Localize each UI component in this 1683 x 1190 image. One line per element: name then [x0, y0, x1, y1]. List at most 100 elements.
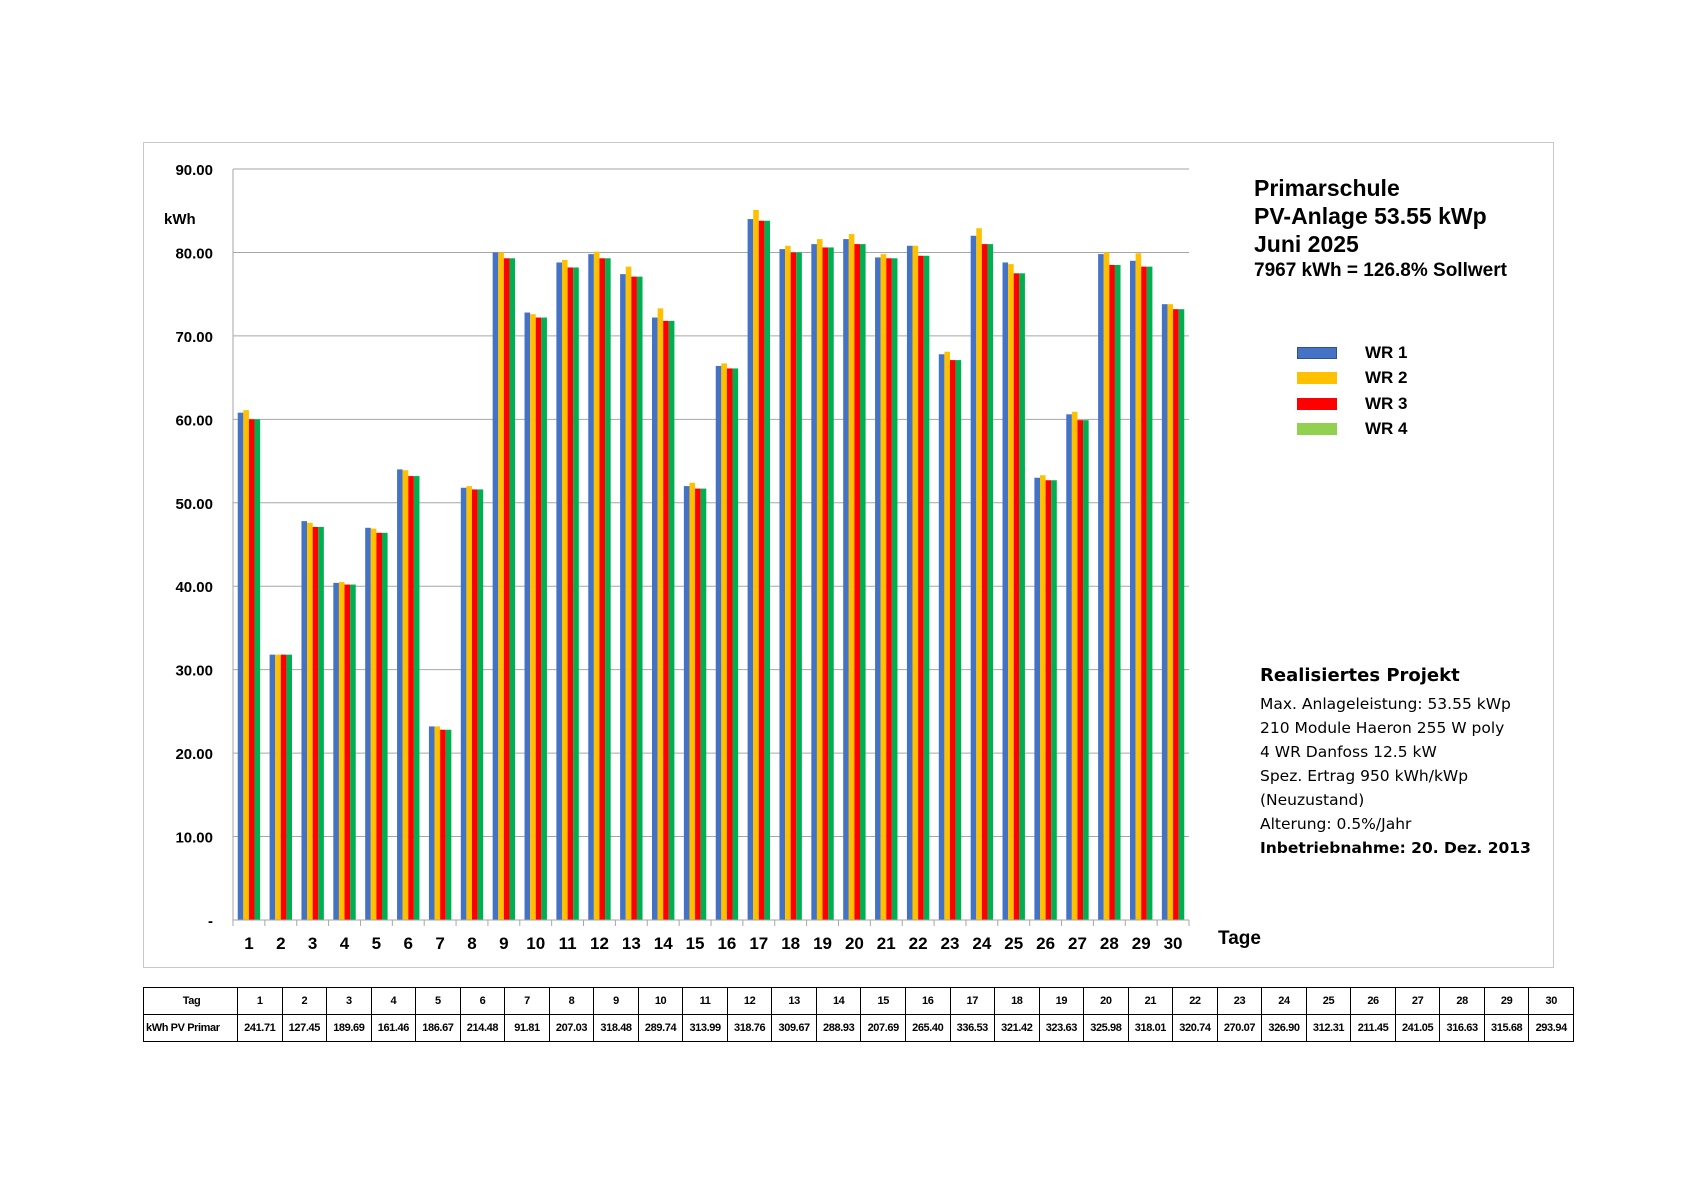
table-cell-day: 21 [1127, 987, 1174, 1015]
table-cell-day: 12 [726, 987, 773, 1015]
table-cell-day: 13 [771, 987, 817, 1015]
table-row-days: Tag 1 2 3 4 5 6 7 8 9 10 11 12 13 14 15 16 17 18 19 20 21 22 2… [143, 987, 1574, 1015]
bar-wr2-day-2 [275, 654, 281, 920]
table-cell-kwh: 270.07 [1216, 1014, 1263, 1042]
bar-wr2-day-11 [562, 259, 568, 920]
y-tick-label: 70.00 [175, 329, 213, 346]
bar-wr2-day-17 [753, 209, 759, 920]
bar-wr2-day-19 [816, 239, 823, 920]
table-cell-kwh: 326.90 [1261, 1014, 1307, 1042]
bar-wr4-day-14 [668, 320, 675, 920]
bar-wr1-day-8 [460, 487, 467, 920]
legend-swatch-wr2 [1297, 372, 1337, 385]
project-line-condition: (Neuzustand) [1260, 791, 1365, 809]
bar-wr2-day-9 [498, 252, 504, 920]
table-cell-kwh: 241.71 [237, 1014, 283, 1042]
chart-title-block: Primarschule PV-Anlage 53.55 kWp Juni 20… [1254, 174, 1507, 284]
bar-wr1-day-27 [1066, 414, 1072, 920]
x-tick-label: 16 [717, 934, 736, 953]
bar-wr4-day-25 [1019, 273, 1025, 920]
project-line-commissioning: Inbetriebnahme: 20. Dez. 2013 [1260, 839, 1531, 857]
project-line-inverters: 4 WR Danfoss 12.5 kW [1260, 743, 1437, 761]
legend-label-wr3: WR 3 [1365, 393, 1408, 413]
x-tick-label: 15 [686, 934, 705, 953]
bar-wr4-day-22 [923, 255, 930, 920]
project-line-aging: Alterung: 0.5%/Jahr [1260, 815, 1412, 833]
y-axis-label: kWh [164, 211, 196, 228]
bar-wr1-day-14 [652, 317, 658, 920]
bar-wr3-day-10 [535, 317, 542, 920]
bar-wr2-day-6 [402, 470, 409, 920]
bar-wr3-day-15 [695, 488, 701, 920]
bar-wr1-day-15 [683, 486, 690, 920]
x-tick-label: 25 [1004, 934, 1023, 953]
table-cell-day: 3 [326, 987, 372, 1015]
table-cell-kwh: 315.68 [1483, 1014, 1530, 1042]
bar-wr1-day-9 [492, 252, 499, 920]
project-line-modules: 210 Module Haeron 255 W poly [1260, 719, 1505, 737]
bar-wr4-day-8 [477, 489, 484, 920]
bar-wr3-day-22 [918, 255, 924, 920]
table-cell-day: 25 [1305, 987, 1352, 1015]
bar-wr3-day-23 [950, 360, 956, 920]
bar-wr1-day-12 [588, 254, 594, 920]
bar-wr1-day-17 [747, 219, 754, 921]
x-tick-label: 30 [1164, 934, 1183, 953]
table-cell-kwh: 186.67 [415, 1014, 461, 1042]
bar-wr4-day-4 [350, 584, 356, 920]
table-cell-day: 30 [1528, 987, 1574, 1015]
bar-wr3-day-27 [1077, 420, 1084, 920]
table-cell-kwh: 189.69 [326, 1014, 372, 1042]
x-tick-label: 5 [372, 934, 381, 953]
bar-wr3-day-13 [631, 276, 637, 920]
bar-wr2-day-16 [721, 363, 727, 920]
y-tick-label: - [208, 913, 213, 930]
bar-wr3-day-21 [886, 258, 892, 921]
table-cell-kwh: 288.93 [815, 1014, 862, 1042]
legend-label-wr2: WR 2 [1365, 368, 1408, 388]
bar-wr1-day-16 [715, 365, 722, 920]
table-header-tag: Tag [143, 987, 238, 1015]
bar-wr3-day-3 [312, 526, 319, 920]
bar-wr4-day-15 [700, 488, 707, 920]
bar-wr3-day-16 [726, 368, 733, 920]
table-cell-day: 26 [1350, 987, 1396, 1015]
x-tick-label: 20 [845, 934, 864, 953]
bar-wr2-day-3 [307, 522, 313, 920]
x-tick-label: 24 [972, 934, 991, 953]
bar-wr1-day-22 [906, 245, 913, 920]
x-tick-label: 14 [654, 934, 673, 953]
bar-wr2-day-18 [785, 245, 791, 920]
bar-wr4-day-9 [509, 258, 516, 921]
table-cell-kwh: 318.48 [593, 1014, 639, 1042]
bar-wr2-day-1 [243, 410, 249, 920]
bar-wr4-day-28 [1114, 264, 1121, 920]
bar-wr3-day-5 [376, 532, 382, 920]
bar-wr4-day-23 [955, 360, 962, 920]
bar-wr3-day-25 [1013, 273, 1020, 920]
project-line-power: Max. Anlageleistung: 53.55 kWp [1260, 695, 1511, 713]
bar-wr2-day-4 [338, 582, 345, 920]
table-cell-kwh: 309.67 [771, 1014, 817, 1042]
legend-swatch-wr1 [1297, 346, 1337, 359]
table-cell-kwh: 336.53 [949, 1014, 996, 1042]
table-cell-day: 2 [281, 987, 328, 1015]
bar-wr4-day-6 [413, 476, 420, 920]
bar-wr2-day-10 [530, 314, 536, 920]
bar-wr2-day-15 [689, 482, 696, 920]
bar-wr2-day-27 [1071, 411, 1078, 920]
table-cell-kwh: 293.94 [1528, 1014, 1574, 1042]
y-tick-label: 20.00 [175, 746, 213, 763]
table-cell-day: 27 [1394, 987, 1441, 1015]
table-header-kwh: kWh PV Primar [143, 1014, 238, 1042]
y-tick-label: 80.00 [175, 245, 213, 262]
bar-wr2-day-23 [944, 351, 950, 920]
bar-wr1-day-23 [938, 354, 945, 920]
bar-wr4-day-17 [764, 220, 770, 920]
bar-wr2-day-13 [625, 266, 632, 920]
table-cell-day: 17 [949, 987, 996, 1015]
chart-title: Primarschule [1254, 175, 1400, 201]
bar-wr3-day-9 [503, 258, 510, 921]
bar-wr2-day-7 [434, 726, 441, 920]
bar-wr3-day-18 [790, 252, 797, 920]
